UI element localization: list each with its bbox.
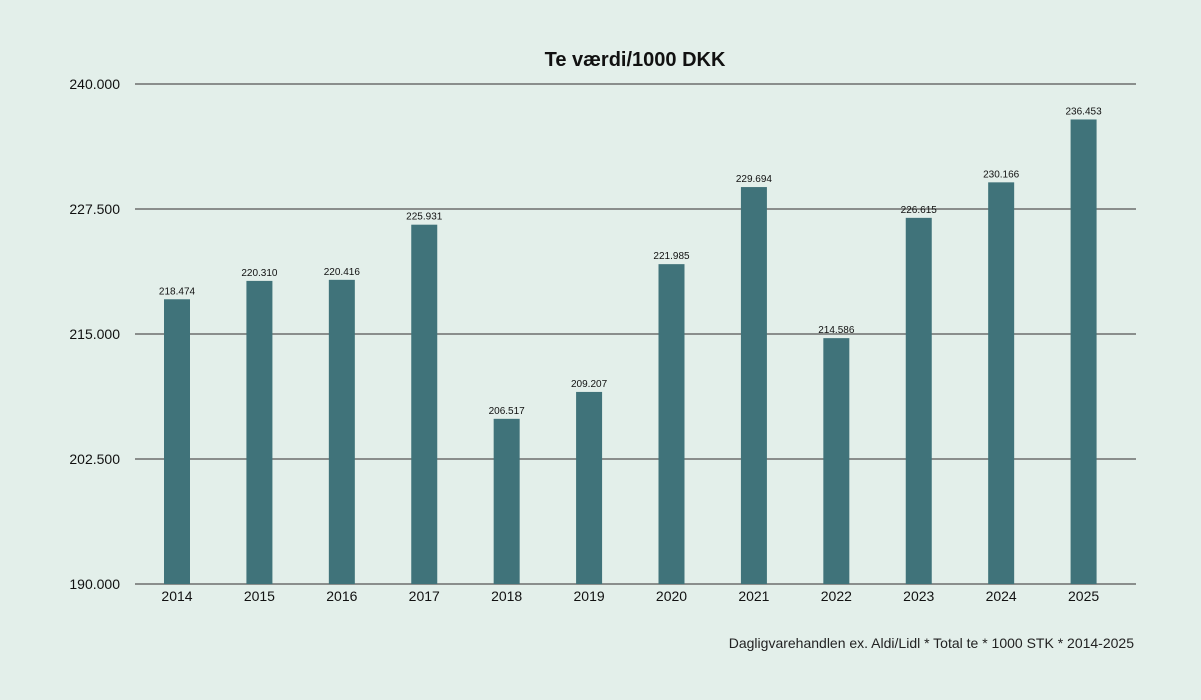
bar-2020 <box>658 264 685 584</box>
bars <box>164 119 1097 584</box>
y-tick-label: 227.500 <box>69 201 120 217</box>
data-label: 220.416 <box>324 267 361 278</box>
x-tick-label: 2022 <box>821 588 852 604</box>
x-axis-ticks: 2014 2015 2016 2017 2018 2019 2020 2021 2022 2023… <box>161 588 1099 604</box>
data-label: 230.166 <box>983 169 1020 180</box>
x-tick-label: 2018 <box>491 588 522 604</box>
data-label: 206.517 <box>489 406 526 417</box>
bar-2023 <box>905 217 932 584</box>
bar-2015 <box>246 280 273 584</box>
x-tick-label: 2017 <box>409 588 440 604</box>
gridlines <box>135 83 1136 585</box>
x-tick-label: 2024 <box>986 588 1017 604</box>
y-tick-label: 215.000 <box>69 326 120 342</box>
data-label: 209.207 <box>571 379 608 390</box>
x-tick-label: 2025 <box>1068 588 1099 604</box>
data-label: 218.474 <box>159 286 196 297</box>
bar-2017 <box>411 224 438 584</box>
x-tick-label: 2016 <box>326 588 357 604</box>
data-label: 225.931 <box>406 212 443 223</box>
y-axis-ticks: 190.000 202.500 215.000 227.500 240.000 <box>69 76 120 592</box>
data-labels: 218.474 220.310 220.416 225.931 206.517 209.2… <box>159 106 1102 416</box>
data-label: 229.694 <box>736 174 773 185</box>
chart-title: Te værdi/1000 DKK <box>545 49 726 71</box>
y-tick-label: 190.000 <box>69 576 120 592</box>
x-tick-label: 2021 <box>738 588 769 604</box>
bar-2021 <box>740 187 767 584</box>
data-label: 221.985 <box>653 251 690 262</box>
x-tick-label: 2023 <box>903 588 934 604</box>
data-label: 236.453 <box>1066 106 1103 117</box>
x-tick-label: 2015 <box>244 588 275 604</box>
bar-2025 <box>1070 119 1097 584</box>
bar-2019 <box>576 391 603 584</box>
data-label: 214.586 <box>818 325 855 336</box>
x-tick-label: 2014 <box>161 588 192 604</box>
source-note: Dagligvarehandlen ex. Aldi/Lidl * Total … <box>729 635 1134 651</box>
y-tick-label: 240.000 <box>69 76 120 92</box>
x-tick-label: 2020 <box>656 588 687 604</box>
data-label: 220.310 <box>241 268 278 279</box>
data-label: 226.615 <box>901 205 938 216</box>
bar-2016 <box>328 279 355 584</box>
y-tick-label: 202.500 <box>69 451 120 467</box>
x-tick-label: 2019 <box>574 588 605 604</box>
bar-2022 <box>823 338 850 584</box>
bar-2018 <box>493 418 520 584</box>
bar-2024 <box>988 182 1015 584</box>
bar-2014 <box>164 299 190 584</box>
